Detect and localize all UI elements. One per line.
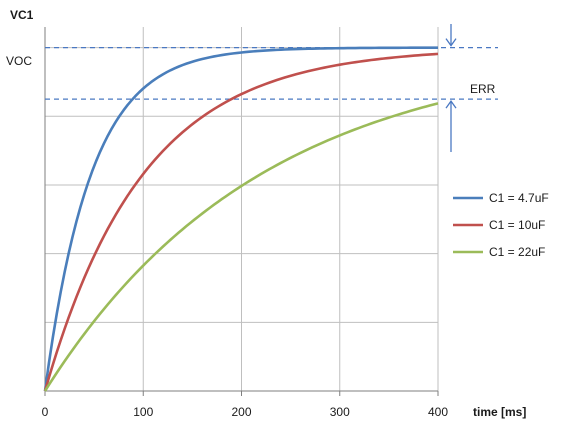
x-tick-labels: 0 100 200 300 400 (42, 405, 449, 419)
voc-label: VOC (6, 54, 32, 68)
err-annotation (445, 24, 457, 152)
x-tick-label: 400 (428, 405, 448, 419)
x-tick-label: 200 (231, 405, 251, 419)
series-line (43, 102, 439, 392)
grid (45, 27, 439, 391)
series-lines (43, 46, 439, 392)
legend-label: C1 = 10uF (489, 218, 545, 232)
series-line (43, 46, 439, 392)
err-label: ERR (470, 82, 496, 96)
legend-label: C1 = 22uF (489, 245, 545, 259)
x-tick-label: 0 (42, 405, 49, 419)
y-axis-label: VC1 (10, 8, 34, 22)
legend-label: C1 = 4.7uF (489, 191, 549, 205)
x-tick-label: 300 (330, 405, 350, 419)
x-axis-label: time [ms] (473, 405, 526, 419)
err-arrowhead-up (445, 99, 457, 109)
reference-lines (45, 47, 498, 100)
series-line (43, 52, 439, 392)
err-arrowhead-down (445, 38, 457, 47)
x-tick-label: 100 (133, 405, 153, 419)
axes (44, 27, 439, 396)
legend: C1 = 4.7uF C1 = 10uF C1 = 22uF (453, 191, 549, 259)
